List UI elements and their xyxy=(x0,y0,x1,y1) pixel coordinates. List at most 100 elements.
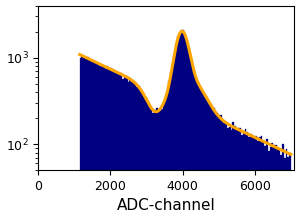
Bar xyxy=(140,90,142,219)
Bar xyxy=(87,57,88,219)
Bar xyxy=(80,58,82,219)
Bar xyxy=(239,128,241,219)
Bar xyxy=(199,87,200,219)
Bar xyxy=(241,134,243,219)
Bar xyxy=(218,115,220,219)
Bar xyxy=(177,36,179,219)
Bar xyxy=(110,68,112,219)
Bar xyxy=(104,69,106,219)
Bar xyxy=(92,61,94,219)
Bar xyxy=(282,144,284,219)
Bar xyxy=(133,82,135,219)
Bar xyxy=(96,63,98,219)
Bar xyxy=(287,157,289,219)
Bar xyxy=(271,143,273,219)
Bar xyxy=(112,69,113,219)
Bar xyxy=(163,103,165,219)
Bar xyxy=(229,127,230,219)
Bar xyxy=(269,147,271,219)
Bar xyxy=(248,137,250,219)
Bar xyxy=(243,131,245,219)
Bar xyxy=(266,139,268,219)
Bar xyxy=(160,111,161,219)
Bar xyxy=(277,148,278,219)
Bar xyxy=(255,136,257,219)
Bar xyxy=(128,82,129,219)
Bar xyxy=(250,134,252,219)
Bar xyxy=(252,136,254,219)
Bar xyxy=(278,148,280,219)
Bar xyxy=(264,146,266,219)
Bar xyxy=(119,75,121,219)
Bar xyxy=(224,123,225,219)
Bar xyxy=(211,106,213,219)
Bar xyxy=(113,69,115,219)
Bar xyxy=(167,91,168,219)
Bar xyxy=(165,98,166,219)
Bar xyxy=(136,87,138,219)
Bar xyxy=(129,78,131,219)
Bar xyxy=(227,128,229,219)
Bar xyxy=(138,86,140,219)
Bar xyxy=(149,106,151,219)
Bar xyxy=(216,113,218,219)
Bar xyxy=(207,102,209,219)
Bar xyxy=(170,72,172,219)
Bar xyxy=(286,148,287,219)
Bar xyxy=(234,126,236,219)
X-axis label: ADC-channel: ADC-channel xyxy=(117,198,216,214)
Bar xyxy=(236,129,238,219)
Bar xyxy=(135,83,137,219)
Bar xyxy=(200,89,202,219)
Bar xyxy=(176,44,177,219)
Bar xyxy=(179,34,181,219)
Bar xyxy=(122,79,124,219)
Bar xyxy=(197,82,199,219)
Bar xyxy=(115,72,117,219)
Bar xyxy=(186,42,188,219)
Bar xyxy=(191,64,193,219)
Bar xyxy=(257,141,259,219)
Bar xyxy=(222,119,224,219)
Bar xyxy=(88,60,90,219)
Bar xyxy=(131,82,133,219)
Bar xyxy=(188,49,190,219)
Bar xyxy=(82,55,83,219)
Bar xyxy=(106,66,108,219)
Bar xyxy=(172,64,174,219)
Bar xyxy=(124,77,126,219)
Bar xyxy=(206,96,207,219)
Bar xyxy=(151,107,152,219)
Bar xyxy=(268,151,269,219)
Bar xyxy=(174,53,176,219)
Bar xyxy=(156,108,158,219)
Bar xyxy=(190,58,191,219)
Bar xyxy=(94,62,96,219)
Bar xyxy=(121,73,122,219)
Bar xyxy=(245,129,247,219)
Bar xyxy=(225,123,227,219)
Bar xyxy=(209,103,211,219)
Bar xyxy=(230,130,232,219)
Bar xyxy=(152,113,154,219)
Bar xyxy=(158,109,160,219)
Bar xyxy=(195,77,197,219)
Bar xyxy=(273,145,275,219)
Bar xyxy=(247,132,248,219)
Bar xyxy=(254,138,255,219)
Bar xyxy=(232,122,234,219)
Bar xyxy=(184,36,186,219)
Bar xyxy=(284,158,286,219)
Bar xyxy=(202,93,204,219)
Bar xyxy=(220,115,222,219)
Bar xyxy=(85,58,87,219)
Bar xyxy=(117,74,119,219)
Bar xyxy=(214,114,216,219)
Bar xyxy=(98,63,99,219)
Bar xyxy=(289,154,291,219)
Bar xyxy=(262,141,264,219)
Bar xyxy=(161,110,163,219)
Bar xyxy=(168,81,170,219)
Bar xyxy=(238,128,239,219)
Bar xyxy=(204,97,206,219)
